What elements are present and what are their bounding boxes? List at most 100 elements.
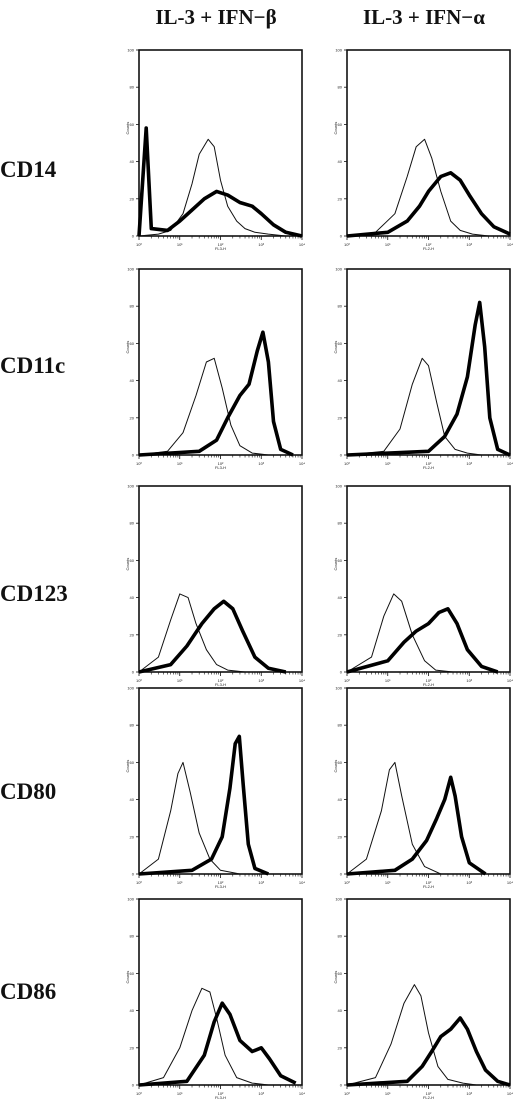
- x-tick-label: 10⁰: [136, 242, 142, 247]
- x-tick-label: 10¹: [177, 242, 183, 247]
- stained-histogram-line: [346, 171, 511, 238]
- x-tick-label: 10³: [466, 880, 472, 885]
- x-tick-label: 10⁰: [136, 880, 142, 885]
- row-label-cd123: CD123: [0, 581, 68, 606]
- x-tick-label: 10²: [426, 461, 432, 466]
- y-tick-label: 20: [130, 1045, 135, 1050]
- x-tick-label: 10¹: [177, 678, 183, 683]
- x-tick-label: 10²: [426, 880, 432, 885]
- plot-frame: [346, 485, 511, 673]
- control-histogram-line: [138, 761, 240, 875]
- y-tick-label: 100: [127, 267, 134, 272]
- y-axis-label: Counts: [125, 341, 130, 354]
- stained-histogram-line: [346, 607, 499, 674]
- y-axis-label: Counts: [333, 122, 338, 135]
- y-tick-label: 60: [130, 760, 135, 765]
- y-tick-label: 20: [130, 196, 135, 201]
- x-tick-label: 10²: [218, 880, 224, 885]
- x-tick-label: 10³: [466, 678, 472, 683]
- x-tick-label: 10⁰: [136, 461, 142, 466]
- y-axis-label: Counts: [333, 341, 338, 354]
- y-tick-label: 100: [335, 897, 342, 902]
- x-tick-label: 10¹: [385, 880, 391, 885]
- y-tick-label: 80: [130, 934, 135, 939]
- control-histogram-line: [346, 761, 442, 875]
- x-tick-label: 10²: [426, 242, 432, 247]
- x-axis-label: FL3-H: [215, 246, 226, 251]
- x-tick-label: 10⁴: [507, 242, 513, 247]
- x-tick-label: 10²: [218, 461, 224, 466]
- x-tick-label: 10⁰: [136, 1091, 142, 1096]
- x-tick-label: 10⁴: [507, 461, 513, 466]
- y-tick-label: 20: [338, 196, 343, 201]
- y-tick-label: 100: [335, 686, 342, 691]
- histogram-cd14-ifn-alpha: 0 20 40 60 80 100 Counts 10⁰ 10¹ 10² 10³ 10⁴ FL2-H: [333, 48, 513, 252]
- column-title-ifn-beta: IL-3 + IFN−β: [155, 5, 276, 29]
- x-tick-label: 10⁴: [299, 1091, 305, 1096]
- x-axis-label: FL2-H: [423, 465, 434, 470]
- x-tick-label: 10³: [466, 242, 472, 247]
- y-axis-label: Counts: [125, 760, 130, 773]
- y-tick-label: 0: [340, 453, 343, 458]
- y-tick-label: 40: [338, 1008, 343, 1013]
- row-label-cd86: CD86: [0, 979, 56, 1004]
- x-axis-label: FL2-H: [423, 1095, 434, 1100]
- y-tick-label: 60: [130, 558, 135, 563]
- row-label-cd80: CD80: [0, 779, 56, 804]
- y-axis-label: Counts: [125, 971, 130, 984]
- x-tick-label: 10²: [426, 1091, 432, 1096]
- x-tick-label: 10³: [258, 242, 264, 247]
- x-tick-label: 10¹: [177, 1091, 183, 1096]
- plot-frame: [138, 485, 303, 673]
- stained-histogram-line: [138, 599, 287, 674]
- y-tick-label: 20: [338, 415, 343, 420]
- y-tick-label: 0: [132, 1083, 135, 1088]
- y-tick-label: 60: [338, 760, 343, 765]
- y-tick-label: 20: [130, 415, 135, 420]
- x-tick-label: 10⁴: [507, 678, 513, 683]
- plot-frame: [346, 687, 511, 875]
- plot-frame: [346, 49, 511, 237]
- histogram-cd86-ifn-beta: 0 20 40 60 80 100 Counts 10⁰ 10¹ 10² 10³ 10⁴ FL3-H: [125, 897, 305, 1101]
- y-tick-label: 0: [340, 872, 343, 877]
- histogram-cd11c-ifn-alpha: 0 20 40 60 80 100 Counts 10⁰ 10¹ 10² 10³ 10⁴ FL2-H: [333, 267, 513, 471]
- y-tick-label: 0: [340, 1083, 343, 1088]
- y-tick-label: 80: [338, 85, 343, 90]
- histogram-cd123-ifn-alpha: 0 20 40 60 80 100 Counts 10⁰ 10¹ 10² 10³ 10⁴ FL2-H: [333, 484, 513, 688]
- y-tick-label: 40: [338, 797, 343, 802]
- stained-histogram-line: [346, 1016, 511, 1087]
- control-histogram-line: [346, 593, 454, 673]
- x-tick-label: 10⁴: [299, 242, 305, 247]
- y-tick-label: 0: [340, 670, 343, 675]
- y-tick-label: 100: [335, 48, 342, 53]
- histogram-cd86-ifn-alpha: 0 20 40 60 80 100 Counts 10⁰ 10¹ 10² 10³ 10⁴ FL2-H: [333, 897, 513, 1101]
- y-tick-label: 80: [130, 521, 135, 526]
- control-histogram-line: [346, 984, 477, 1086]
- y-tick-label: 80: [338, 934, 343, 939]
- y-tick-label: 40: [130, 159, 135, 164]
- stained-histogram-line: [346, 775, 487, 876]
- x-tick-label: 10⁴: [507, 1091, 513, 1096]
- x-tick-label: 10¹: [385, 678, 391, 683]
- x-axis-label: FL3-H: [215, 465, 226, 470]
- y-tick-label: 40: [338, 159, 343, 164]
- x-tick-label: 10⁰: [344, 461, 350, 466]
- y-axis-label: Counts: [125, 122, 130, 135]
- x-axis-label: FL3-H: [215, 1095, 226, 1100]
- stained-histogram-line: [138, 734, 270, 876]
- y-tick-label: 20: [130, 834, 135, 839]
- y-axis-label: Counts: [333, 558, 338, 571]
- x-axis-label: FL2-H: [423, 246, 434, 251]
- y-tick-label: 0: [340, 234, 343, 239]
- stained-histogram-line: [346, 300, 511, 457]
- y-tick-label: 100: [335, 484, 342, 489]
- row-label-cd11c: CD11c: [0, 353, 65, 378]
- control-histogram-line: [138, 357, 269, 456]
- x-tick-label: 10¹: [385, 242, 391, 247]
- y-tick-label: 60: [338, 122, 343, 127]
- x-tick-label: 10³: [258, 1091, 264, 1096]
- y-tick-label: 40: [338, 378, 343, 383]
- x-tick-label: 10⁴: [299, 880, 305, 885]
- stained-histogram-line: [137, 126, 303, 238]
- y-tick-label: 80: [130, 723, 135, 728]
